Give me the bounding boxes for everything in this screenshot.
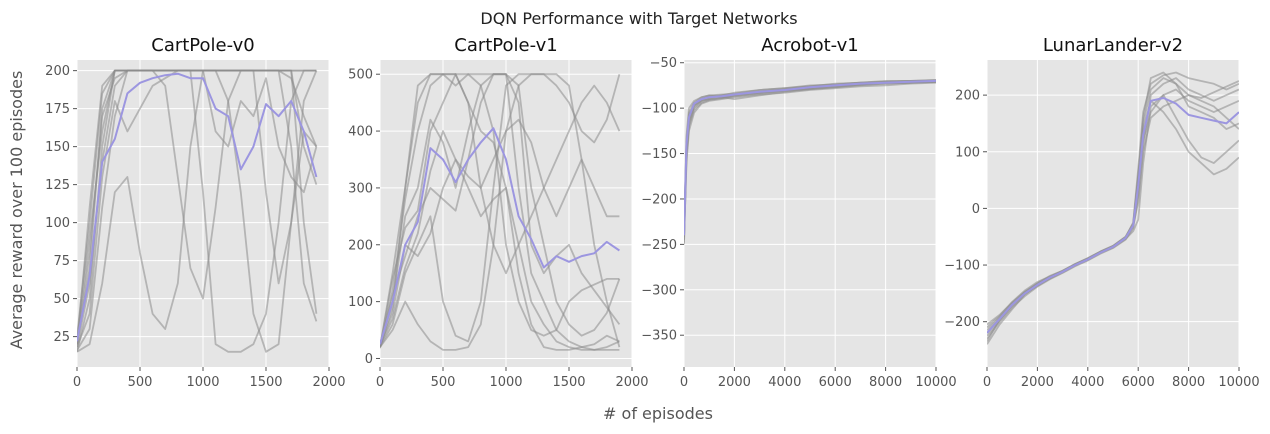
- figure-x-axis-label: # of episodes: [603, 404, 713, 423]
- panel-title: LunarLander-v2: [1043, 35, 1183, 56]
- series-group: [380, 73, 621, 351]
- x-tick-label: 6000: [1122, 375, 1155, 390]
- panel-3: Acrobot-v1 0 2000 4000 6000 8000 10000 −350 −300…: [641, 35, 956, 390]
- run-line-3: [77, 69, 317, 353]
- run-line-9: [380, 73, 621, 348]
- x-tick-label: 6000: [819, 375, 852, 390]
- x-tick-label: 2000: [718, 375, 751, 390]
- y-tick-label: −100: [641, 102, 677, 117]
- y-tick-label: 25: [53, 330, 70, 345]
- y-tick-label: 150: [45, 140, 70, 155]
- series-group: [987, 71, 1239, 345]
- y-tick-label: 100: [955, 145, 980, 160]
- y-tick-label: 300: [348, 181, 373, 196]
- x-tick-label: 1000: [186, 375, 219, 390]
- y-tick-label: 200: [348, 238, 373, 253]
- panel-title: CartPole-v1: [454, 35, 557, 56]
- y-tick-label: −250: [641, 238, 677, 253]
- mean-line: [380, 127, 620, 345]
- y-tick-label: −100: [944, 259, 980, 274]
- x-tick-label: 0: [73, 375, 81, 390]
- x-tick-label: 500: [128, 375, 153, 390]
- y-tick-label: 100: [45, 216, 70, 231]
- x-tick-label: 2000: [312, 375, 345, 390]
- panel-4: LunarLander-v20 2000 4000 6000 8000 10000−200…: [944, 35, 1259, 390]
- x-tick-label: 10000: [1218, 375, 1259, 390]
- x-tick-label: 10000: [915, 375, 956, 390]
- x-tick-label: 8000: [869, 375, 902, 390]
- y-tick-label: −300: [641, 283, 677, 298]
- figure-suptitle: DQN Performance with Target Networks: [480, 9, 797, 28]
- y-tick-label: 200: [45, 64, 70, 79]
- x-tick-label: 1000: [489, 375, 522, 390]
- x-tick-label: 0: [376, 375, 384, 390]
- x-tick-label: 8000: [1172, 375, 1205, 390]
- panel-title: CartPole-v0: [151, 35, 254, 56]
- panel-2: CartPole-v1 0 500 1000 1500 2000 0 100 200 300 400…: [348, 35, 648, 390]
- x-tick-label: 4000: [1071, 375, 1104, 390]
- y-tick-label: 100: [348, 295, 373, 310]
- panel-1: CartPole-v0 0 500 1000 1500 2000 25 50 75 100 125 1…: [45, 35, 345, 390]
- mean-line: [684, 79, 936, 236]
- run-line-3: [380, 73, 621, 348]
- run-line-7: [380, 73, 621, 351]
- x-tick-label: 4000: [768, 375, 801, 390]
- panel-title: Acrobot-v1: [761, 35, 859, 56]
- run-line-10: [380, 130, 620, 351]
- y-tick-label: 75: [53, 254, 70, 269]
- y-tick-label: 0: [972, 202, 980, 217]
- series-group: [77, 69, 318, 353]
- y-tick-label: 200: [955, 89, 980, 104]
- y-tick-label: −350: [641, 329, 677, 344]
- x-tick-label: 2000: [615, 375, 648, 390]
- run-line-10: [77, 69, 318, 345]
- y-tick-label: 175: [45, 102, 70, 117]
- series-group: [684, 79, 936, 245]
- x-tick-label: 500: [431, 375, 456, 390]
- y-tick-label: −150: [641, 147, 677, 162]
- mean-line: [987, 97, 1239, 334]
- y-tick-label: −200: [944, 315, 980, 330]
- x-tick-label: 1500: [249, 375, 282, 390]
- x-tick-label: 2000: [1021, 375, 1054, 390]
- mean-line: [77, 72, 318, 342]
- x-tick-label: 0: [680, 375, 688, 390]
- y-tick-label: −50: [650, 56, 677, 71]
- y-tick-label: 125: [45, 178, 70, 193]
- plot-area: [684, 60, 936, 367]
- x-tick-label: 0: [983, 375, 991, 390]
- y-tick-label: −200: [641, 192, 677, 207]
- chart-panels: CartPole-v00 500 1000 1500 20002550751001251…: [45, 35, 1260, 390]
- y-tick-label: 500: [348, 68, 373, 83]
- x-tick-label: 1500: [552, 375, 585, 390]
- y-tick-label: 50: [53, 292, 70, 307]
- y-tick-label: 400: [348, 125, 373, 140]
- figure-y-axis-label: Average reward over 100 episodes: [7, 71, 26, 350]
- y-tick-label: 0: [365, 352, 373, 367]
- run-line-4: [380, 73, 620, 351]
